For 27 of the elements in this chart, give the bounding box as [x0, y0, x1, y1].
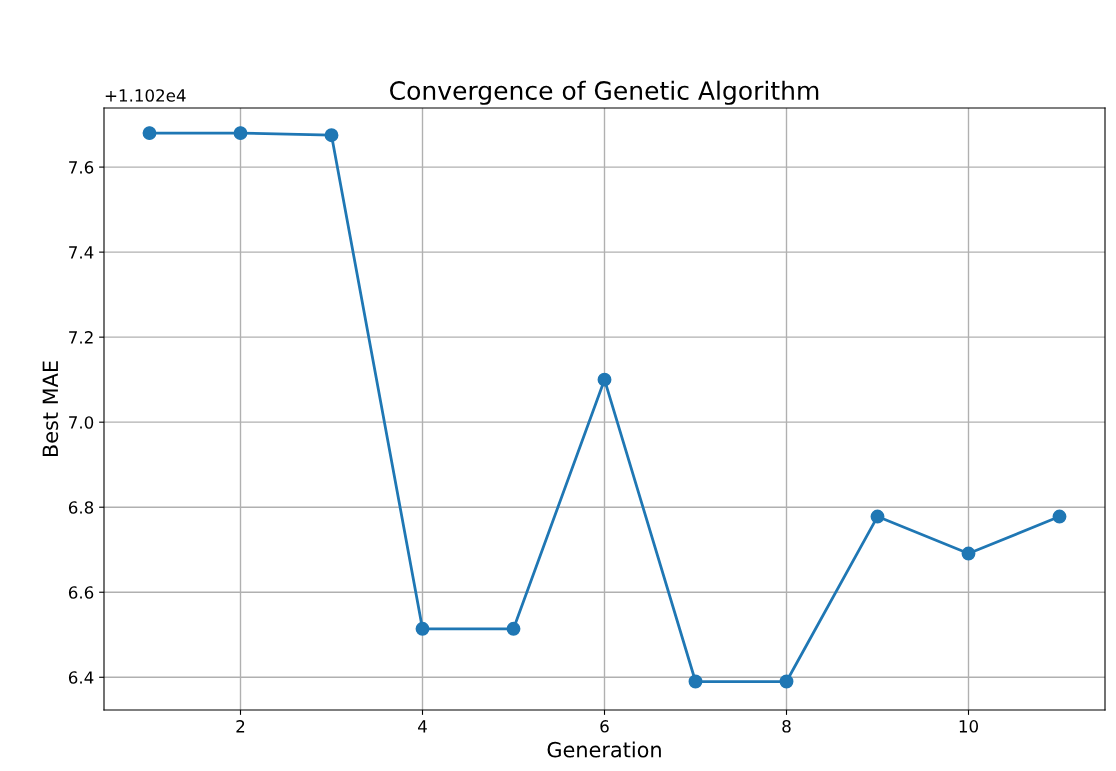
y-axis-title: Best MAE [42, 361, 59, 457]
point [779, 674, 794, 689]
y-tick-label: 7.0 [69, 416, 94, 429]
text: +1.102e4 [105, 89, 186, 102]
point [961, 546, 976, 561]
x-tick-label: 2 [236, 720, 245, 733]
y-tick-label: 7.4 [69, 246, 94, 259]
y-tick-label: 6.6 [68, 586, 94, 599]
point [233, 126, 248, 141]
point [142, 126, 157, 141]
point [688, 674, 703, 689]
x-tick-label: 10 [959, 720, 978, 733]
y-tick-label: 7.6 [69, 161, 94, 174]
x-tick-label: 8 [782, 720, 791, 733]
point [597, 372, 612, 387]
point [506, 621, 521, 636]
x-axis-title: Generation [547, 741, 661, 758]
y-tick-label: 6.4 [68, 671, 94, 684]
point [1052, 509, 1067, 524]
x-tick-label: 4 [418, 720, 427, 733]
y-tick-label: 7.2 [69, 331, 93, 344]
point [870, 509, 885, 524]
x-tick-label: 6 [600, 720, 609, 733]
point [415, 621, 430, 636]
chart-title: Convergence of Genetic Algorithm [390, 80, 819, 105]
point [324, 128, 339, 143]
y-tick-label: 6.8 [68, 501, 94, 514]
